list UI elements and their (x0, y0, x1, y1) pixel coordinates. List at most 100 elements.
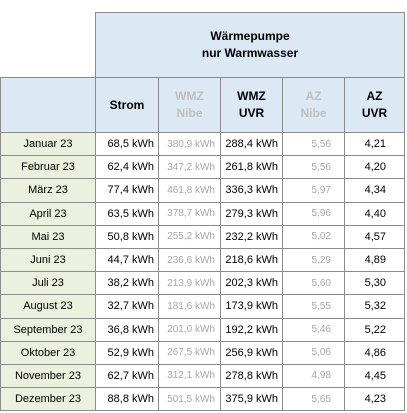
value-cell: 380,9 kWh (158, 131, 221, 157)
value-cell: 4,89 (344, 247, 405, 273)
column-header: WMZ UVR (220, 77, 283, 133)
value-cell: 255,2 kWh (158, 224, 221, 249)
column-header: Strom (95, 77, 159, 133)
value-cell: 347,2 kWh (158, 155, 221, 180)
value-cell: 261,8 kWh (220, 155, 283, 180)
header-line: Wärmepumpe (210, 29, 290, 43)
month-cell: Oktober 23 (0, 340, 96, 365)
table-row: Mai 23 50,8 kWh 255,2 kWh 232,2 kWh 5,02 4,57 (0, 224, 405, 249)
month-cell: Mai 23 (0, 224, 96, 249)
value-cell: 278,8 kWh (220, 363, 283, 389)
value-cell: 62,4 kWh (95, 155, 159, 180)
month-cell: Juni 23 (0, 247, 96, 273)
header-line: Nibe (176, 106, 203, 120)
table-row: April 23 63,5 kWh 378,7 kWh 279,3 kWh 5,96 4,… (0, 201, 405, 226)
value-cell: 5,56 (282, 131, 345, 157)
value-cell: 256,9 kWh (220, 340, 283, 365)
table-row: August 23 32,7 kWh 181,6 kWh 173,9 kWh 5,55 5… (0, 294, 405, 319)
header-cell (0, 77, 96, 133)
header-line: UVR (238, 106, 265, 120)
value-cell: 5,96 (282, 201, 345, 226)
month-cell: September 23 (0, 317, 96, 342)
value-cell: 336,3 kWh (220, 178, 283, 203)
value-cell: 50,8 kWh (95, 224, 159, 249)
value-cell: 5,22 (344, 317, 405, 342)
table-row: Januar 23 68,5 kWh 380,9 kWh 288,4 kWh 5,56 4… (0, 131, 405, 157)
month-cell: August 23 (0, 294, 96, 319)
value-cell: 62,7 kWh (95, 363, 159, 389)
value-cell: 32,7 kWh (95, 294, 159, 319)
month-cell: April 23 (0, 201, 96, 226)
value-cell: 4,45 (344, 363, 405, 389)
value-cell: 5,60 (282, 271, 345, 296)
value-cell: 378,7 kWh (158, 201, 221, 226)
value-cell: 44,7 kWh (95, 247, 159, 273)
blank-cell (0, 12, 96, 78)
value-cell: 201,0 kWh (158, 317, 221, 342)
value-cell: 312,1 kWh (158, 363, 221, 389)
value-cell: 4,23 (344, 387, 405, 412)
month-cell: Juli 23 (0, 271, 96, 296)
table-row: März 23 77,4 kWh 461,8 kWh 336,3 kWh 5,97 4,3… (0, 178, 405, 203)
value-cell: 202,3 kWh (220, 271, 283, 296)
value-cell: 173,9 kWh (220, 294, 283, 319)
value-cell: 5,56 (282, 155, 345, 180)
value-cell: 5,02 (282, 224, 345, 249)
value-cell: 52,9 kWh (95, 340, 159, 365)
table-row: Oktober 23 52,9 kWh 267,5 kWh 256,9 kWh 5,06… (0, 340, 405, 365)
value-cell: 5,06 (282, 340, 345, 365)
column-header: WMZ Nibe (158, 77, 221, 133)
value-cell: 4,20 (344, 155, 405, 180)
value-cell: 36,8 kWh (95, 317, 159, 342)
value-cell: 213,9 kWh (158, 271, 221, 296)
value-cell: 5,30 (344, 271, 405, 296)
value-cell: 461,8 kWh (158, 178, 221, 203)
value-cell: 279,3 kWh (220, 201, 283, 226)
value-cell: 288,4 kWh (220, 131, 283, 157)
value-cell: 5,29 (282, 247, 345, 273)
value-cell: 181,6 kWh (158, 294, 221, 319)
value-cell: 4,98 (282, 363, 345, 389)
value-cell: 375,9 kWh (220, 387, 283, 412)
value-cell: 5,65 (282, 387, 345, 412)
header-line: AZ (305, 89, 322, 103)
value-cell: 267,5 kWh (158, 340, 221, 365)
header-line: UVR (361, 106, 388, 120)
month-cell: Februar 23 (0, 155, 96, 180)
value-cell: 4,34 (344, 178, 405, 203)
value-cell: 236,6 kWh (158, 247, 221, 273)
table-row: September 23 36,8 kWh 201,0 kWh 192,2 kWh 5,… (0, 317, 405, 342)
value-cell: 5,32 (344, 294, 405, 319)
value-cell: 63,5 kWh (95, 201, 159, 226)
column-header: AZ Nibe (282, 77, 345, 133)
value-cell: 192,2 kWh (220, 317, 283, 342)
value-cell: 5,97 (282, 178, 345, 203)
value-cell: 232,2 kWh (220, 224, 283, 249)
value-cell: 5,55 (282, 294, 345, 319)
header-line: nur Warmwasser (201, 46, 299, 60)
header-line: Strom (109, 97, 145, 112)
month-cell: November 23 (0, 363, 96, 389)
data-table: Wärmepumpe nur Warmwasser Strom WMZ Nibe WMZ… (0, 12, 405, 412)
value-cell: 88,8 kWh (95, 387, 159, 412)
value-cell: 77,4 kWh (95, 178, 159, 203)
value-cell: 4,40 (344, 201, 405, 226)
table-title: Wärmepumpe nur Warmwasser (95, 12, 405, 78)
value-cell: 4,57 (344, 224, 405, 249)
value-cell: 4,86 (344, 340, 405, 365)
table-row: Dezember 23 88,8 kWh 501,5 kWh 375,9 kWh 5,6… (0, 387, 405, 412)
header-line: WMZ (237, 89, 266, 103)
value-cell: 501,5 kWh (158, 387, 221, 412)
header-line: WMZ (175, 89, 204, 103)
value-cell: 68,5 kWh (95, 131, 159, 157)
header-line: AZ (366, 89, 383, 103)
table-row: Juli 23 38,2 kWh 213,9 kWh 202,3 kWh 5,60 5,3… (0, 271, 405, 296)
header-line: Nibe (300, 106, 327, 120)
month-cell: März 23 (0, 178, 96, 203)
value-cell: 5,46 (282, 317, 345, 342)
value-cell: 4,21 (344, 131, 405, 157)
table-row: Juni 23 44,7 kWh 236,6 kWh 218,6 kWh 5,29 4,8… (0, 247, 405, 273)
month-cell: Dezember 23 (0, 387, 96, 412)
value-cell: 218,6 kWh (220, 247, 283, 273)
